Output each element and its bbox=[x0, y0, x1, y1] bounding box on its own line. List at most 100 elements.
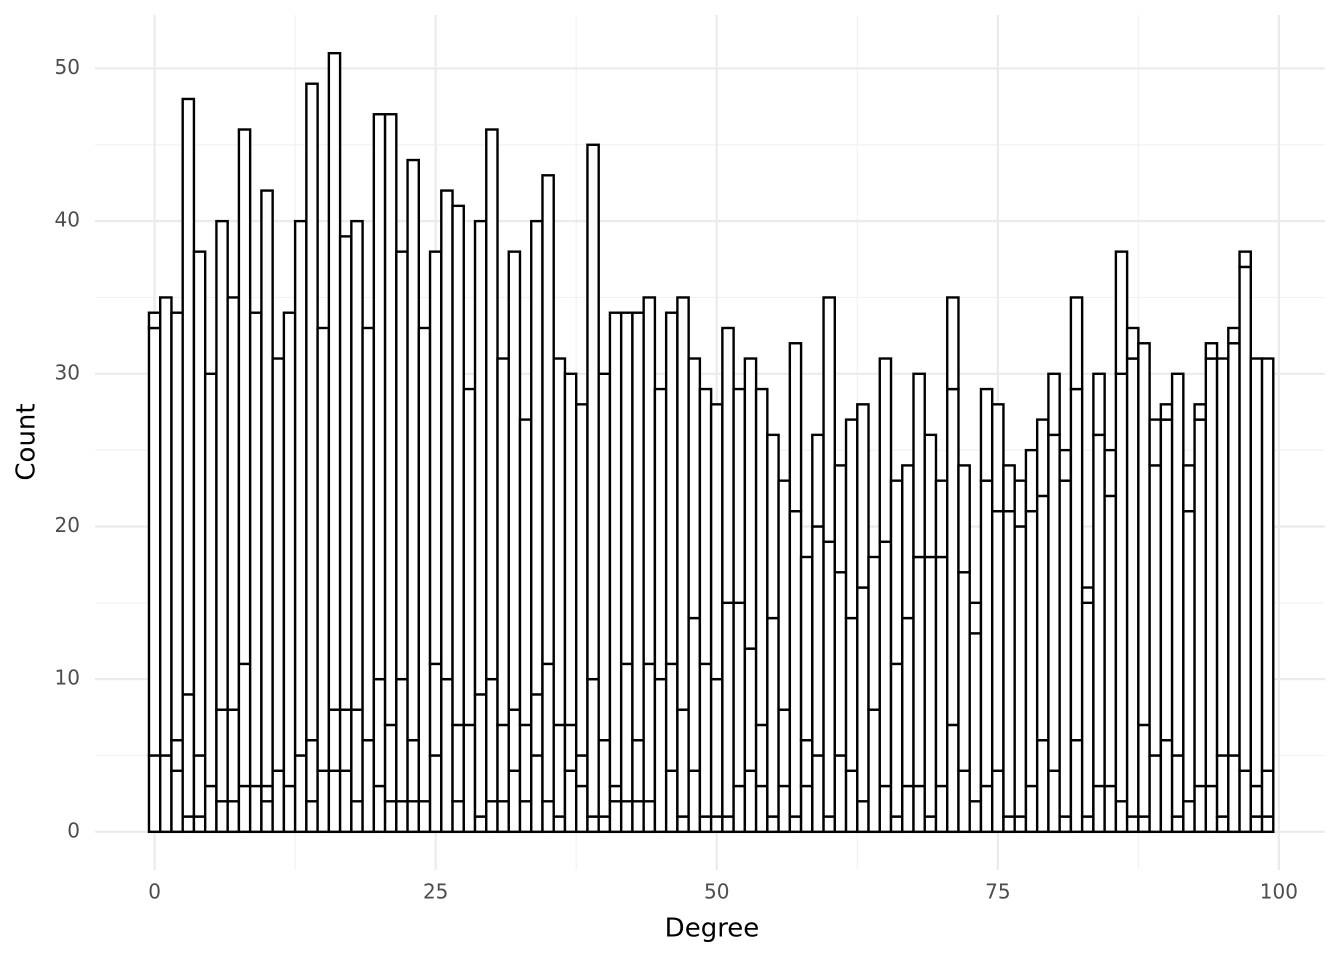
bar-segment bbox=[1035, 494, 1050, 742]
bar-segment bbox=[687, 357, 702, 620]
bar-segment bbox=[1125, 357, 1140, 818]
bar-segment bbox=[350, 800, 364, 834]
bar-segment bbox=[1058, 815, 1073, 834]
bar-segment bbox=[1114, 800, 1129, 834]
bar-segment bbox=[687, 769, 702, 834]
bar-segment bbox=[541, 800, 555, 834]
bar-segment bbox=[1249, 815, 1264, 834]
bar-segment bbox=[597, 739, 612, 818]
bar-segment bbox=[653, 677, 668, 834]
bar-segment bbox=[799, 739, 814, 788]
bar-segment bbox=[1047, 372, 1061, 437]
bar-segment bbox=[440, 189, 454, 681]
bar-segment bbox=[203, 784, 218, 834]
bar-segment bbox=[159, 296, 173, 757]
bar-segment bbox=[1013, 815, 1028, 834]
bar-segment bbox=[215, 708, 229, 803]
bar-segment bbox=[428, 662, 443, 757]
bar-segment bbox=[721, 601, 735, 818]
bar-segment bbox=[923, 555, 938, 818]
bar-segment bbox=[518, 418, 533, 727]
bar-segment bbox=[957, 571, 971, 772]
bar-segment bbox=[1182, 800, 1196, 834]
bar-segment bbox=[934, 479, 949, 559]
bar-segment bbox=[260, 784, 274, 803]
bar-segment bbox=[530, 219, 544, 696]
bar-segment bbox=[912, 372, 926, 559]
bar-segment bbox=[1193, 784, 1208, 834]
bar-segment bbox=[1182, 464, 1196, 513]
bar-segment bbox=[597, 815, 612, 834]
bar-segment bbox=[631, 311, 645, 742]
bar-segment bbox=[777, 479, 792, 711]
bar-segment bbox=[271, 769, 286, 834]
bar-segment bbox=[237, 128, 252, 666]
bar-segment bbox=[732, 387, 747, 605]
bar-segment bbox=[743, 357, 758, 650]
bar-segment bbox=[991, 403, 1005, 513]
bar-segment bbox=[698, 387, 713, 666]
bar-segment bbox=[586, 143, 600, 681]
bar-segment bbox=[293, 754, 308, 834]
bar-segment bbox=[631, 739, 645, 803]
bar-segment bbox=[642, 800, 657, 834]
bar-segment bbox=[1047, 433, 1061, 772]
bar-segment bbox=[822, 815, 836, 834]
bar-segment bbox=[856, 586, 870, 803]
bar-segment bbox=[912, 555, 926, 788]
bar-segment bbox=[709, 677, 724, 818]
bar-segment bbox=[698, 662, 713, 818]
bar-segment bbox=[361, 326, 376, 742]
bar-segment bbox=[1170, 372, 1185, 757]
bar-segment bbox=[968, 601, 983, 635]
bar-segment bbox=[563, 723, 578, 772]
bar-segment bbox=[507, 769, 522, 834]
bar-segment bbox=[563, 769, 578, 834]
bar-segment bbox=[215, 219, 229, 711]
bar-segment bbox=[530, 754, 544, 834]
bar-segment bbox=[1035, 739, 1050, 834]
bar-segment bbox=[664, 662, 679, 772]
bar-segment bbox=[417, 800, 432, 834]
bar-segment bbox=[496, 357, 510, 727]
x-axis-title: Degree bbox=[665, 914, 760, 944]
bar-segment bbox=[282, 784, 297, 834]
bar-segment bbox=[698, 815, 713, 834]
bar-segment bbox=[170, 311, 184, 742]
bar-segment bbox=[395, 250, 409, 681]
bar-segment bbox=[181, 693, 196, 818]
bar-segment bbox=[1137, 723, 1151, 818]
bar-segment bbox=[383, 113, 398, 727]
bar-segment bbox=[1125, 326, 1140, 360]
bar-segment bbox=[383, 723, 398, 803]
bar-segment bbox=[901, 784, 915, 834]
bar-segment bbox=[721, 815, 735, 834]
bar-segment bbox=[766, 433, 780, 620]
bar-segment bbox=[1159, 418, 1174, 742]
bar-segment bbox=[867, 708, 881, 834]
bar-segment bbox=[1182, 510, 1196, 803]
bar-segment bbox=[518, 723, 533, 803]
bar-segment bbox=[1069, 739, 1084, 834]
bar-segment bbox=[934, 784, 949, 834]
bar-segment bbox=[676, 815, 690, 834]
bar-segment bbox=[541, 662, 555, 803]
bar-segment bbox=[192, 815, 207, 834]
bar-segment bbox=[833, 754, 848, 834]
bar-segment bbox=[350, 708, 364, 803]
bar-segment bbox=[732, 601, 747, 788]
bar-segment bbox=[1013, 525, 1028, 818]
bar-segment bbox=[1069, 387, 1084, 742]
bar-segment bbox=[372, 113, 387, 681]
bar-segment bbox=[1148, 464, 1163, 757]
bar-segment bbox=[406, 800, 421, 834]
bar-segment bbox=[485, 128, 499, 681]
bar-segment bbox=[664, 311, 679, 666]
bar-segment bbox=[709, 403, 724, 681]
bar-segment bbox=[361, 739, 376, 834]
bar-segment bbox=[799, 784, 814, 834]
bar-segment bbox=[1260, 815, 1275, 834]
bar-segment bbox=[586, 677, 600, 818]
bar-segment bbox=[1024, 448, 1039, 513]
bar-segment bbox=[676, 708, 690, 818]
